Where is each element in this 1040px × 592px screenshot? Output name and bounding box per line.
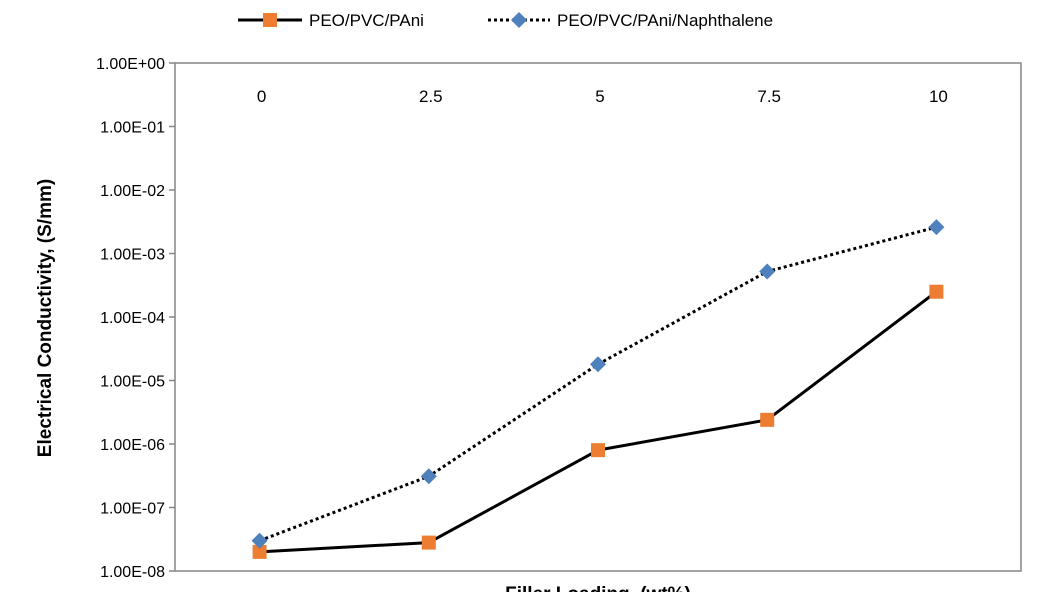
data-point-series-2 bbox=[928, 219, 945, 236]
y-tick-label: 1.00E-01 bbox=[100, 120, 165, 137]
x-tick-label: 10 bbox=[929, 87, 948, 106]
data-point-series-1 bbox=[591, 443, 605, 458]
series-line-1 bbox=[259, 290, 938, 554]
data-point-series-2 bbox=[420, 468, 437, 485]
y-tick-label: 1.00E-07 bbox=[100, 501, 165, 518]
y-tick-label: 1.00E-02 bbox=[100, 183, 165, 200]
series-lines bbox=[259, 225, 938, 554]
legend-marker-series-2 bbox=[511, 12, 527, 28]
y-tick-label: 1.00E-06 bbox=[100, 437, 165, 454]
data-point-series-2 bbox=[759, 263, 776, 280]
legend-marker-series-1 bbox=[263, 13, 277, 27]
y-tick-label: 1.00E-08 bbox=[100, 564, 165, 581]
x-axis: 0 2.5 5 7.5 10 bbox=[257, 87, 948, 106]
data-point-series-1 bbox=[252, 544, 267, 559]
data-point-series-1 bbox=[929, 284, 944, 299]
x-tick-label: 2.5 bbox=[419, 87, 443, 106]
series-line-2 bbox=[259, 225, 937, 543]
data-point-series-2 bbox=[590, 356, 606, 373]
legend: PEO/PVC/PAni PEO/PVC/PAni/Naphthalene bbox=[238, 11, 773, 30]
data-point-series-1 bbox=[760, 412, 775, 427]
legend-item-series-1: PEO/PVC/PAni bbox=[238, 11, 424, 30]
y-tick-label: 1.00E-03 bbox=[100, 247, 165, 264]
data-point-series-1 bbox=[421, 535, 436, 550]
legend-item-series-2: PEO/PVC/PAni/Naphthalene bbox=[488, 11, 773, 30]
plot-area bbox=[174, 62, 1022, 572]
x-axis-title: Filler Loading, (wt%) bbox=[505, 584, 691, 592]
series-markers bbox=[251, 219, 945, 559]
y-tick-label: 1.00E-04 bbox=[100, 310, 165, 327]
legend-label-series-1: PEO/PVC/PAni bbox=[309, 11, 424, 30]
x-tick-label: 7.5 bbox=[757, 87, 781, 106]
y-axis: 1.00E+00 1.00E-01 1.00E-02 1.00E-03 1.00E-04… bbox=[96, 56, 175, 581]
y-axis-title: Electrical Conductivity, (S/mm) bbox=[35, 179, 56, 457]
data-point-series-2 bbox=[251, 532, 268, 549]
y-tick-label: 1.00E-05 bbox=[100, 374, 165, 391]
x-tick-label: 5 bbox=[595, 87, 604, 106]
y-tick-label: 1.00E+00 bbox=[96, 56, 165, 73]
x-tick-label: 0 bbox=[257, 87, 266, 106]
legend-label-series-2: PEO/PVC/PAni/Naphthalene bbox=[557, 11, 773, 30]
